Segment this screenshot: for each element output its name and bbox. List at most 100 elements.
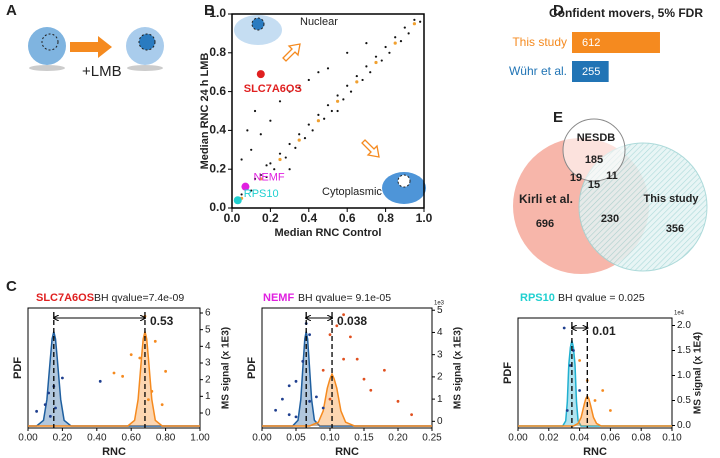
ms-point [578,389,581,392]
x-axis-label: Median RNC Control [275,227,382,239]
scatter-point [393,41,397,45]
scatter-point [259,133,262,136]
x-tick-label: 0.10 [320,433,340,444]
y-axis-label: PDF [502,362,514,384]
ms-point [43,403,47,407]
difference-label: 0.53 [150,314,174,328]
scatter-point [297,138,301,142]
y2-axis-label: MS signal (x 1E3) [221,327,232,409]
scatter-point [259,173,262,177]
ms-point [287,384,291,388]
scatter-point [259,177,263,181]
scatter-point [246,129,249,132]
scatter-point [311,129,314,132]
ms-point [578,359,581,362]
x-tick-label: 0.2 [262,211,279,225]
y2-tick-label: 6 [205,308,211,319]
bar-value-label: 255 [582,66,600,78]
scatter-point [317,113,320,116]
scatter-point [317,71,320,74]
stat-label: BH qvalue=7.4e-09 [94,292,184,304]
panel-label: A [6,2,17,19]
ms-point [609,409,612,412]
scatter-point [380,59,383,62]
ms-point [281,397,284,401]
panel-label: C [6,278,17,295]
difference-label: 0.01 [592,324,616,338]
scatter-point [288,90,291,93]
scatter-point [374,60,378,65]
x-tick-label: 0.00 [508,433,528,444]
y-axis-label: Median RNC 24 h LMB [199,53,211,170]
x-axis-label: RNC [335,446,359,458]
ms-point [601,389,605,392]
scatter-point [412,22,416,26]
scatter-point [407,32,410,35]
x-tick-label: 0.60 [121,433,141,444]
ms-point [112,371,116,375]
scatter-point [346,51,349,54]
y-tick-label: 0.4 [209,123,226,137]
x-axis-label: RNC [102,446,126,458]
panel-label: B [204,2,215,19]
scatter-point [326,67,330,70]
bar-title: Confident movers, 5% FDR [549,6,703,20]
difference-label: 0.038 [337,314,367,328]
ms-point [308,399,311,403]
y2-tick-label: 2 [437,372,443,383]
ms-point [396,399,400,403]
bar [572,32,660,53]
scatter-point [284,156,287,159]
ms-point [568,364,572,367]
ms-point [562,326,566,330]
ms-point [35,409,38,413]
scatter-point [307,78,310,82]
x-tick-label: 0.06 [601,433,621,444]
ms-point [301,359,305,363]
y2-tick-label: 1.0 [677,370,691,381]
density-curve [518,340,672,427]
plot-frame [517,317,673,429]
plot-frame [27,307,201,429]
x-tick-label: 0.8 [377,211,394,225]
panel-label: E [553,109,563,126]
plot-frame [231,13,425,209]
y-axis-label: PDF [12,357,24,379]
scatter-point [403,26,406,29]
x-tick-label: 0.40 [87,433,107,444]
scatter-point [240,158,243,161]
y2-tick-label: 3 [437,349,443,360]
scatter-point [384,45,387,49]
ms-point [147,398,150,402]
ms-point [383,368,386,372]
treatment-label: +LMB [82,63,122,80]
scatter-point [342,98,345,101]
y2-offset-label: 1e3 [434,301,445,307]
scatter-point [303,137,307,140]
venn-count: 19 [570,172,582,184]
ms-point [129,353,133,357]
scatter-point [336,99,340,103]
ms-point [565,409,569,412]
y-tick-label: 1.0 [209,6,226,20]
highlight-label: NEMF [253,172,284,184]
scatter-point [374,55,378,58]
scatter-point [369,71,372,74]
ms-point [47,391,51,395]
bar-category-label: This study [512,35,567,49]
y2-tick-label: 5 [437,305,443,316]
venn-count: 11 [606,170,618,182]
ms-point [98,379,102,383]
x-tick-label: 1.00 [190,433,210,444]
ms-point [362,377,366,381]
scatter-point [365,65,368,68]
ms-point [48,414,52,418]
y2-tick-label: 1 [437,394,443,405]
venn-set-label: Kirli et al. [519,192,573,206]
panel-label: D [553,2,564,19]
y2-tick-label: 3 [205,358,211,369]
density-curve [262,372,432,427]
gene-label: SLC7A6OS [36,292,94,304]
ms-point [335,324,339,328]
